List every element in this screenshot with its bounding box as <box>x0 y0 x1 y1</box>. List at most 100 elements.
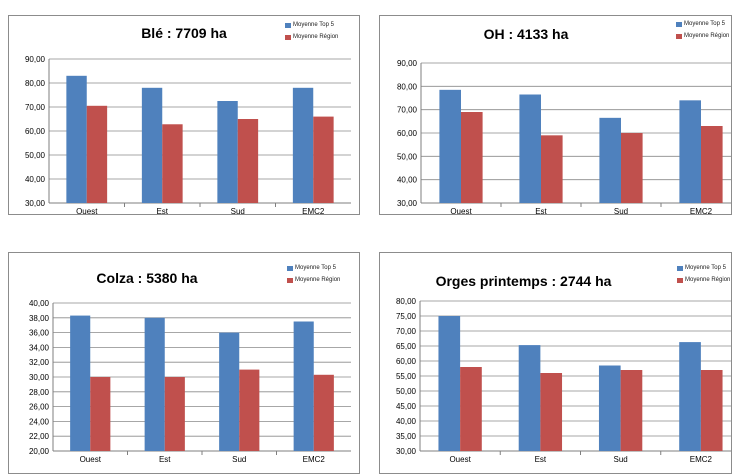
bar-moyenne-top5 <box>438 316 461 451</box>
y-tick-label: 50,00 <box>25 151 46 160</box>
y-tick-label: 30,00 <box>396 447 417 456</box>
chart-legend: Moyenne Top 5 Moyenne Région <box>676 21 729 45</box>
x-tick-label: EMC2 <box>690 455 713 464</box>
y-tick-label: 70,00 <box>396 327 417 336</box>
bar-moyenne-region <box>162 124 183 203</box>
y-tick-label: 40,00 <box>25 175 46 184</box>
legend-swatch-top5 <box>676 21 682 27</box>
legend-label-region: Moyenne Région <box>293 34 339 40</box>
y-tick-label: 28,00 <box>29 388 50 397</box>
bar-moyenne-top5 <box>70 315 91 451</box>
bar-moyenne-region <box>86 105 108 203</box>
chart-title: Orges printemps : 2744 ha <box>435 273 612 289</box>
y-tick-label: 20,00 <box>29 447 50 456</box>
bar-moyenne-region <box>313 374 334 451</box>
y-tick-label: 75,00 <box>396 312 417 321</box>
chart-panel-ble: Blé : 7709 ha Moyenne Top 5 Moyenne Régi… <box>8 15 360 215</box>
x-tick-label: Ouest <box>449 455 471 464</box>
bar-moyenne-top5 <box>293 321 314 451</box>
y-tick-label: 80,00 <box>25 79 46 88</box>
chart-legend: Moyenne Top 5 Moyenne Région <box>287 265 340 289</box>
bar-moyenne-top5 <box>219 332 240 451</box>
bar-moyenne-top5 <box>519 94 541 203</box>
chart-title: OH : 4133 ha <box>483 26 569 42</box>
legend-swatch-region <box>677 277 683 283</box>
bar-moyenne-region <box>237 119 259 203</box>
y-tick-label: 50,00 <box>397 152 418 161</box>
y-tick-label: 35,00 <box>396 432 417 441</box>
x-tick-label: Est <box>159 455 171 464</box>
legend-label-top5: Moyenne Top 5 <box>685 265 726 271</box>
x-tick-label: EMC2 <box>302 207 325 215</box>
x-tick-label: EMC2 <box>690 207 713 215</box>
bar-moyenne-top5 <box>439 89 461 203</box>
bar-moyenne-region <box>620 370 643 451</box>
y-tick-label: 38,00 <box>29 314 50 323</box>
bar-moyenne-region <box>313 116 334 203</box>
bar-moyenne-top5 <box>66 75 87 203</box>
y-tick-label: 26,00 <box>29 403 50 412</box>
legend-swatch-top5 <box>285 22 291 28</box>
x-tick-label: Sud <box>614 455 628 464</box>
y-tick-label: 22,00 <box>29 432 50 441</box>
x-tick-label: Sud <box>232 455 246 464</box>
y-tick-label: 34,00 <box>29 343 50 352</box>
legend-label-region: Moyenne Région <box>295 277 341 283</box>
bar-moyenne-region <box>164 377 185 451</box>
bar-chart: 30,00 40,00 50,00 60,00 70,00 80,00 90,00 Ouest… <box>25 55 351 215</box>
y-tick-label: 40,00 <box>397 176 418 185</box>
y-tick-label: 24,00 <box>29 417 50 426</box>
legend-label-top5: Moyenne Top 5 <box>295 265 336 271</box>
legend-label-top5: Moyenne Top 5 <box>293 22 334 28</box>
x-tick-label: Est <box>535 455 547 464</box>
bar-moyenne-top5 <box>599 117 621 203</box>
chart-title: Blé : 7709 ha <box>141 25 227 41</box>
legend-entry-region: Moyenne Région <box>285 34 338 40</box>
chart-panel-orges-printemps: Orges printemps : 2744 ha Moyenne Top 5 … <box>379 252 732 474</box>
legend-swatch-top5 <box>677 265 683 271</box>
y-tick-label: 60,00 <box>396 357 417 366</box>
legend-swatch-region <box>287 277 293 283</box>
y-tick-label: 30,00 <box>397 199 418 208</box>
legend-label-top5: Moyenne Top 5 <box>684 21 725 27</box>
x-tick-label: Ouest <box>80 455 102 464</box>
y-tick-label: 30,00 <box>25 199 46 208</box>
y-tick-label: 70,00 <box>397 106 418 115</box>
y-tick-label: 36,00 <box>29 329 50 338</box>
y-tick-label: 60,00 <box>25 127 46 136</box>
x-tick-label: Est <box>535 207 547 215</box>
x-tick-label: EMC2 <box>303 455 326 464</box>
bar-moyenne-top5 <box>679 100 701 203</box>
x-tick-label: Ouest <box>76 207 98 215</box>
bar-chart: 20,00 22,00 24,00 26,00 28,00 30,00 32,00 34,00… <box>29 299 351 464</box>
bar-moyenne-region <box>700 370 723 451</box>
y-tick-label: 60,00 <box>397 129 418 138</box>
y-tick-label: 30,00 <box>29 373 50 382</box>
legend-entry-region: Moyenne Région <box>677 277 730 283</box>
bar-moyenne-region <box>461 112 483 203</box>
legend-entry-top5: Moyenne Top 5 <box>676 21 729 27</box>
bar-chart: 30,00 40,00 50,00 60,00 70,00 80,00 90,00 Ouest… <box>397 59 731 215</box>
y-tick-label: 90,00 <box>25 55 46 64</box>
y-tick-label: 50,00 <box>396 387 417 396</box>
legend-entry-top5: Moyenne Top 5 <box>287 265 340 271</box>
bar-moyenne-region <box>90 377 111 451</box>
legend-entry-top5: Moyenne Top 5 <box>677 265 730 271</box>
legend-entry-top5: Moyenne Top 5 <box>285 22 338 28</box>
chart-panel-oh: OH : 4133 ha Moyenne Top 5 Moyenne Régio… <box>379 15 732 215</box>
y-tick-label: 90,00 <box>397 59 418 68</box>
y-tick-label: 32,00 <box>29 358 50 367</box>
y-tick-label: 80,00 <box>396 297 417 306</box>
bar-chart: 30,00 35,00 40,00 45,00 50,00 55,00 60,00 65,00… <box>396 297 731 464</box>
bar-moyenne-top5 <box>679 342 701 451</box>
legend-swatch-region <box>285 34 291 40</box>
y-tick-label: 70,00 <box>25 103 46 112</box>
bar-moyenne-top5 <box>217 101 238 203</box>
legend-label-region: Moyenne Région <box>685 277 731 283</box>
x-tick-label: Sud <box>614 207 628 215</box>
chart-title: Colza : 5380 ha <box>96 270 198 286</box>
bar-moyenne-top5 <box>518 345 541 451</box>
chart-legend: Moyenne Top 5 Moyenne Région <box>677 265 730 289</box>
bar-moyenne-top5 <box>141 87 163 203</box>
x-tick-label: Sud <box>231 207 245 215</box>
